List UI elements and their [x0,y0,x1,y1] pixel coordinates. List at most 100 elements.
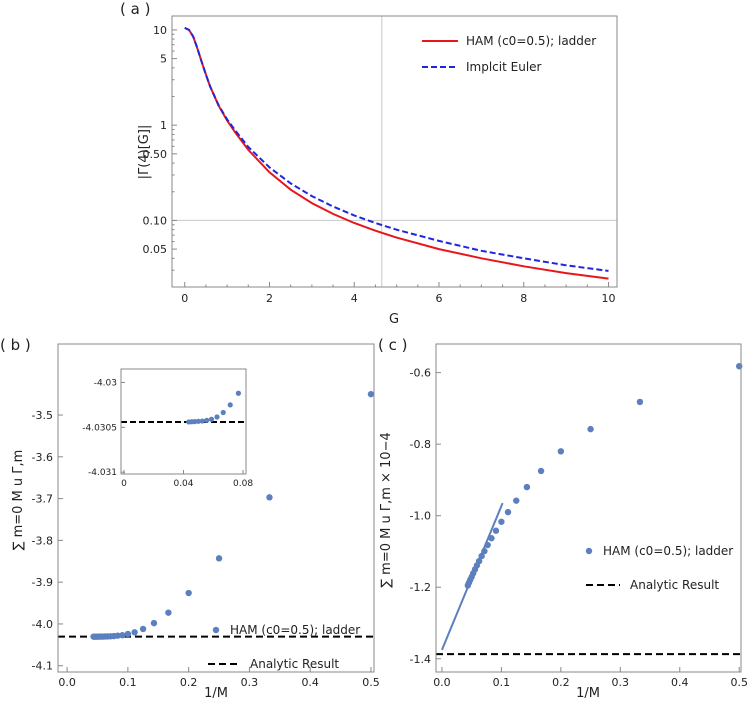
legend-label: Analytic Result [250,657,339,671]
data-point [150,619,158,627]
x-tick-label: 0.5 [362,676,380,689]
y-tick-label: -0.8 [410,438,431,451]
x-tick-label: 0.2 [180,676,198,689]
legend-label: HAM (c0=0.5); ladder [466,34,596,48]
data-point [90,633,97,640]
y-axis-label-text: ∑ m=0 M u Γ,m [11,450,26,551]
plot-frame [171,15,618,288]
inset-y-tick-label: -4.03 [94,378,117,388]
y-tick-label: -4.0 [32,618,53,631]
x-tick-label: 0.3 [612,676,630,689]
y-axis-ticks: -0.6 -0.8 -1.0 -1.2 -1.4 [410,367,441,666]
y-tick-label: 0.05 [143,243,168,256]
x-tick-label: 4 [351,292,358,305]
inset-plot: 0 0.04 0.08 -4.03 -4.0305 -4.031 [82,355,253,492]
x-tick-label: 2 [266,292,273,305]
data-point [587,425,594,433]
y-tick-label: 1 [160,119,167,132]
inset-data-point [204,417,210,423]
y-axis-label: |Γ(4)[G]| [137,125,152,180]
inset-x-tick-label: 0 [121,479,127,489]
plot-frame [57,343,375,673]
reference-lines [172,16,617,287]
legend-marker [585,547,593,555]
inset-x-tick-label: 0.08 [233,479,253,489]
x-axis-ticks: 0 2 4 6 8 10 [181,282,616,305]
plot-frame [435,343,742,673]
panel-b-label: ( b ) [0,336,31,354]
y-axis-ticks: 10 5 1 0.50 0.10 0.05 [143,24,177,271]
legend-label: HAM (c0=0.5); ladder [230,623,360,637]
data-point [537,467,545,475]
y-tick-label: 0.10 [143,214,168,227]
x-tick-label: 0.2 [552,676,570,689]
data-point [215,555,223,562]
data-point [185,589,192,597]
inset-data-point [199,418,205,424]
data-point [119,632,126,639]
panel-a: ( a ) 0 2 4 6 8 10 10 5 1 0.50 0.10 0.05 G |Γ(4)[G… [120,0,618,327]
data-point [488,535,495,542]
y-tick-label: -3.7 [32,493,53,506]
inset-data-point [195,418,201,424]
x-tick-label: 0.1 [493,676,511,689]
data-point [131,629,138,636]
y-tick-label: 5 [160,53,167,66]
y-tick-label: 0.50 [143,148,168,161]
x-axis-ticks: 0.0 0.1 0.2 0.3 0.4 0.5 [433,667,747,689]
data-point [498,518,505,525]
y-tick-label: -1.0 [410,510,431,523]
inset-background [115,355,252,492]
y-axis-label-text: ∑ m=0 M u Γ,m × 10−4 [379,432,394,587]
y-tick-label: -3.8 [32,534,53,547]
data-point [464,582,472,589]
panel-c: ( c ) 0.0 0.1 0.2 0.3 0.4 0.5 -0.6 -0.8 -1.0 -1.… [378,336,747,701]
data-point [367,390,375,398]
legend: HAM (c0=0.5); ladder Analytic Result [208,623,360,671]
y-tick-label: -3.9 [32,576,53,589]
data-point [139,625,147,633]
inset-data-point [227,402,233,408]
legend-label: HAM (c0=0.5); ladder [603,544,733,558]
panel-b: ( b ) 0.0 0.1 0.2 0.3 0.4 0.5 -3.5-3.6-3.7-3.… [0,336,380,701]
data-point [484,541,491,549]
series-layer [184,26,609,280]
data-point [481,547,488,555]
x-tick-label: 0.4 [301,676,319,689]
y-axis-label: ∑ m=0 M u Γ,m [11,450,26,551]
x-tick-label: 0.3 [241,676,259,689]
ham-ladder-curve [184,26,609,280]
y-tick-label: -0.6 [410,367,431,380]
x-axis-ticks: 0.0 0.1 0.2 0.3 0.4 0.5 [58,667,380,689]
x-tick-label: 8 [520,292,527,305]
data-point [266,494,273,501]
y-axis-ticks: -3.5 -3.6 -3.7 -3.8 -3.9 -4.0 -4.1 [32,409,63,673]
data-point [557,448,565,455]
inset-x-tick-label: 0.04 [173,479,193,489]
x-axis-label: G [389,312,399,327]
data-point [504,508,512,516]
data-point [636,398,644,406]
x-tick-label: 0.1 [119,676,137,689]
y-tick-label: -1.2 [410,581,431,594]
y-tick-label: 10 [153,24,167,37]
y-tick-label: -3.5 [32,409,53,422]
x-tick-label: 0.0 [433,676,451,689]
x-tick-label: 0.5 [730,676,747,689]
panel-c-label: ( c ) [378,336,408,354]
inset-y-tick-label: -4.0305 [82,423,117,433]
x-tick-label: 0.0 [58,676,76,689]
panel-a-label: ( a ) [120,0,150,18]
data-point [124,630,132,638]
inset-data-point [214,414,220,420]
inset-y-tick-label: -4.031 [88,468,117,478]
series-points [464,362,743,589]
y-tick-label: -4.1 [32,660,53,673]
inset-data-point [235,390,242,396]
x-tick-label: 6 [436,292,443,305]
legend-label: Implcit Euler [466,60,542,74]
series-points [90,390,375,640]
inset-data-point [220,409,226,416]
x-tick-label: 0 [181,292,188,305]
